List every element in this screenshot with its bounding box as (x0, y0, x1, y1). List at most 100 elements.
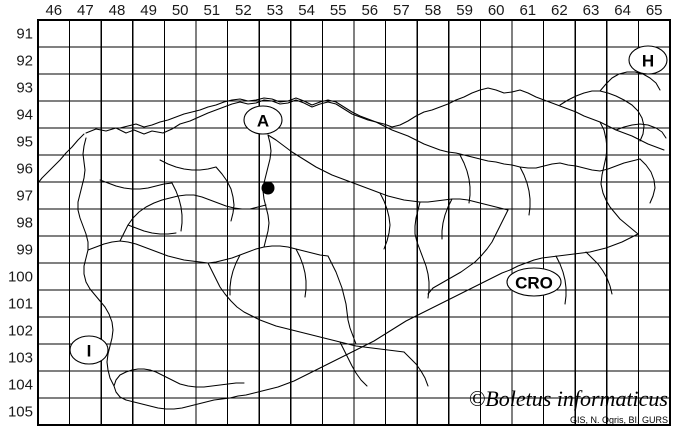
column-label-49: 49 (140, 2, 157, 19)
row-label-105: 105 (8, 404, 33, 421)
internal-line-10 (339, 341, 368, 387)
attribution-text: GIS, N. Ogris, BI, GURS (570, 415, 668, 425)
notranjska-boundary (327, 255, 357, 345)
internal-line-12 (441, 198, 453, 240)
internal-line-6 (459, 154, 471, 204)
sava-river-central (267, 134, 389, 197)
column-label-52: 52 (235, 2, 252, 19)
internal-line-2 (215, 166, 235, 222)
row-axis-labels: 91 92 93 94 95 96 97 98 99 100 101 102 103 104 105 (8, 26, 33, 421)
croatia-label: CRO (506, 267, 562, 297)
internal-line-7 (295, 248, 307, 298)
column-label-59: 59 (456, 2, 473, 19)
column-label-62: 62 (551, 2, 568, 19)
internal-line-8 (229, 254, 241, 296)
column-label-56: 56 (361, 2, 378, 19)
internal-line-13 (127, 224, 177, 235)
row-label-96: 96 (16, 161, 33, 178)
geography-layer (37, 71, 667, 410)
drava-valley (351, 111, 537, 169)
internal-line-5 (379, 192, 391, 250)
grid-lines (37, 19, 671, 426)
column-label-65: 65 (646, 2, 663, 19)
column-label-50: 50 (172, 2, 189, 19)
julian-alps-boundary (119, 194, 267, 242)
eastern-detail-b (639, 158, 656, 204)
italy-border (77, 137, 115, 387)
internal-line-9 (519, 166, 531, 216)
mura-prekmurje-border (535, 158, 641, 172)
column-label-61: 61 (519, 2, 536, 19)
column-label-55: 55 (330, 2, 347, 19)
row-label-104: 104 (8, 377, 33, 394)
hungary-label-ellipse (628, 45, 668, 75)
row-label-103: 103 (8, 350, 33, 367)
adriatic-coastline (113, 368, 231, 410)
austria-border-north (37, 133, 85, 184)
hungary-border (599, 121, 639, 235)
italy-label-ellipse (69, 335, 109, 365)
column-label-46: 46 (45, 2, 62, 19)
austria-label: A (243, 105, 283, 135)
dolenjska-boundary (427, 209, 509, 295)
pomurje-detail (559, 90, 645, 142)
kras-boundary (207, 262, 309, 335)
column-label-54: 54 (298, 2, 315, 19)
column-label-48: 48 (109, 2, 126, 19)
savinja-boundary (387, 195, 509, 211)
austria-label-text: A (257, 112, 269, 131)
row-label-91: 91 (16, 26, 33, 43)
column-label-60: 60 (488, 2, 505, 19)
column-label-47: 47 (77, 2, 94, 19)
inner-carniola-link (307, 333, 405, 353)
austria-label-ellipse (243, 105, 283, 135)
internal-line-1 (159, 159, 217, 171)
italy-label: I (69, 335, 109, 365)
italy-label-text: I (87, 342, 92, 361)
column-label-63: 63 (583, 2, 600, 19)
row-label-95: 95 (16, 134, 33, 151)
croatia-label-text: CRO (515, 274, 553, 293)
celje-region-boundary (414, 201, 430, 299)
row-label-94: 94 (16, 107, 33, 124)
row-label-92: 92 (16, 53, 33, 70)
internal-line-11 (403, 351, 429, 387)
row-label-97: 97 (16, 188, 33, 205)
croatia-border-east (533, 233, 639, 261)
row-label-102: 102 (8, 323, 33, 340)
row-label-100: 100 (8, 269, 33, 286)
hungary-label: H (628, 45, 668, 75)
austria-border-karavanke (119, 97, 353, 129)
istria-peninsula (149, 369, 245, 388)
column-axis-labels: 46 47 48 49 50 51 52 53 54 55 56 57 58 59 60 61 62 63 64 65 (45, 2, 662, 19)
croatia-border-sava (413, 259, 535, 318)
internal-line-14 (555, 255, 567, 305)
hungary-label-text: H (642, 52, 654, 71)
column-label-57: 57 (393, 2, 410, 19)
internal-line-15 (585, 251, 613, 295)
croatia-label-ellipse (506, 267, 562, 297)
copyright-text: ©Boletus informaticus (469, 386, 668, 411)
croatia-border-kolpa (229, 316, 415, 399)
column-label-64: 64 (614, 2, 631, 19)
gorenjska-boundary (207, 245, 329, 264)
internal-line-4 (171, 182, 183, 232)
goricko-detail (599, 71, 661, 92)
soca-valley (87, 240, 209, 264)
grid-frame (37, 19, 671, 426)
row-label-101: 101 (8, 296, 33, 313)
column-label-53: 53 (267, 2, 284, 19)
column-label-51: 51 (203, 2, 220, 19)
occurrence-dot-0 (261, 181, 275, 195)
column-label-58: 58 (425, 2, 442, 19)
row-label-99: 99 (16, 242, 33, 259)
row-label-98: 98 (16, 215, 33, 232)
slovenia-border (85, 87, 665, 151)
occurrence-points (261, 181, 275, 195)
internal-line-3 (99, 179, 173, 190)
eastern-detail-a (615, 123, 667, 139)
country-code-badges: A H CRO I (69, 45, 668, 365)
row-label-93: 93 (16, 80, 33, 97)
